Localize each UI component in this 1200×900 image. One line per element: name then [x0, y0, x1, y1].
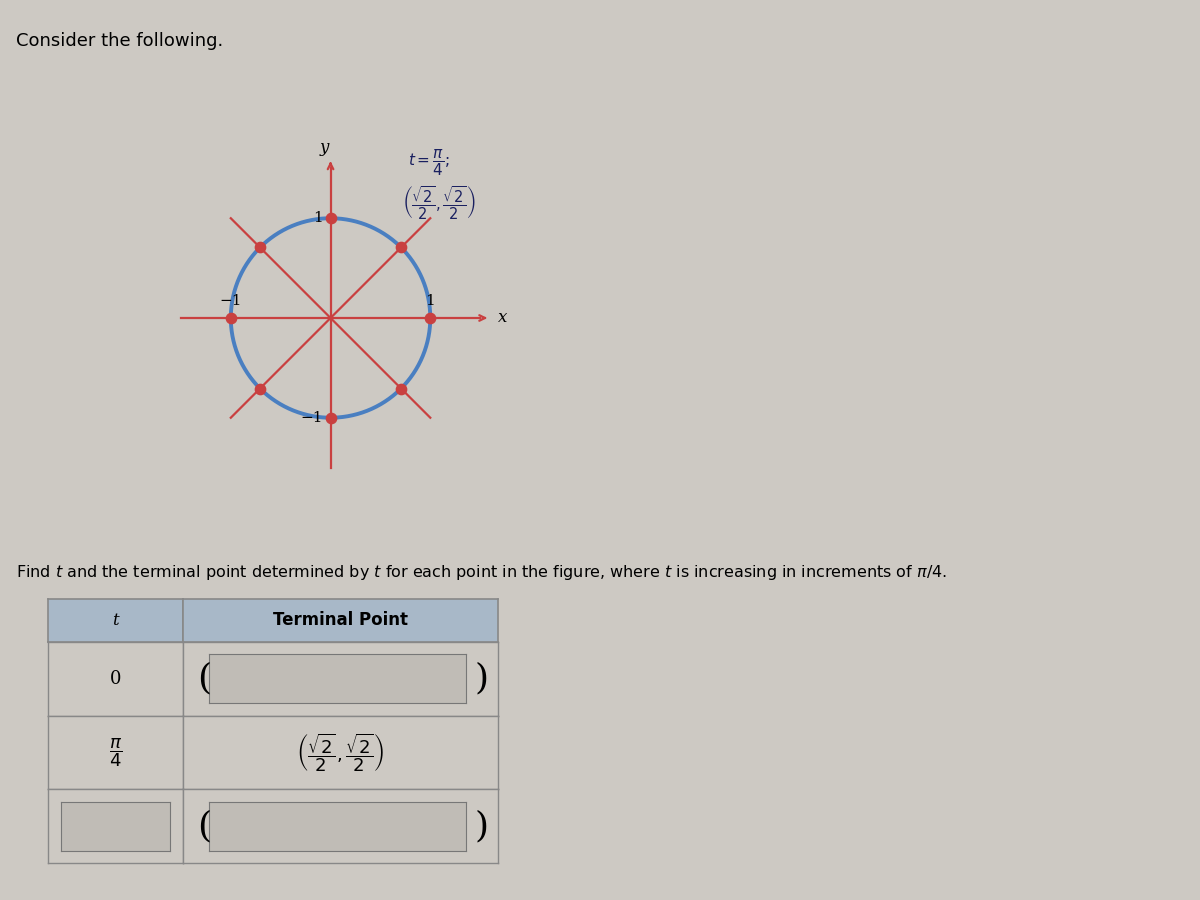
Text: (: (: [197, 662, 211, 696]
Text: −1: −1: [300, 410, 323, 425]
Text: $t = \dfrac{\pi}{4};$: $t = \dfrac{\pi}{4};$: [408, 148, 450, 178]
Point: [221, 310, 240, 325]
Text: Find $t$ and the terminal point determined by $t$ for each point in the figure, : Find $t$ and the terminal point determin…: [16, 562, 947, 581]
Text: −1: −1: [220, 294, 242, 308]
Text: 1: 1: [313, 212, 323, 225]
Point: [251, 240, 270, 255]
Text: t: t: [112, 612, 119, 628]
Point: [251, 382, 270, 396]
Text: ): ): [474, 809, 488, 843]
Text: ): ): [474, 662, 488, 696]
Text: 0: 0: [109, 670, 121, 688]
Text: Consider the following.: Consider the following.: [16, 32, 223, 50]
Text: 1: 1: [426, 294, 436, 308]
Text: $\left(\dfrac{\sqrt{2}}{2},\dfrac{\sqrt{2}}{2}\right)$: $\left(\dfrac{\sqrt{2}}{2},\dfrac{\sqrt{…: [296, 731, 385, 774]
Text: y: y: [320, 140, 329, 157]
Point: [320, 410, 340, 425]
Point: [320, 211, 340, 225]
Text: $\dfrac{\pi}{4}$: $\dfrac{\pi}{4}$: [109, 736, 122, 769]
Point: [421, 310, 440, 325]
Point: [391, 240, 410, 255]
Text: $\left(\dfrac{\sqrt{2}}{2},\dfrac{\sqrt{2}}{2}\right)$: $\left(\dfrac{\sqrt{2}}{2},\dfrac{\sqrt{…: [402, 184, 476, 222]
Text: x: x: [498, 310, 508, 327]
Point: [391, 382, 410, 396]
Text: Terminal Point: Terminal Point: [272, 611, 408, 629]
Text: (: (: [197, 809, 211, 843]
